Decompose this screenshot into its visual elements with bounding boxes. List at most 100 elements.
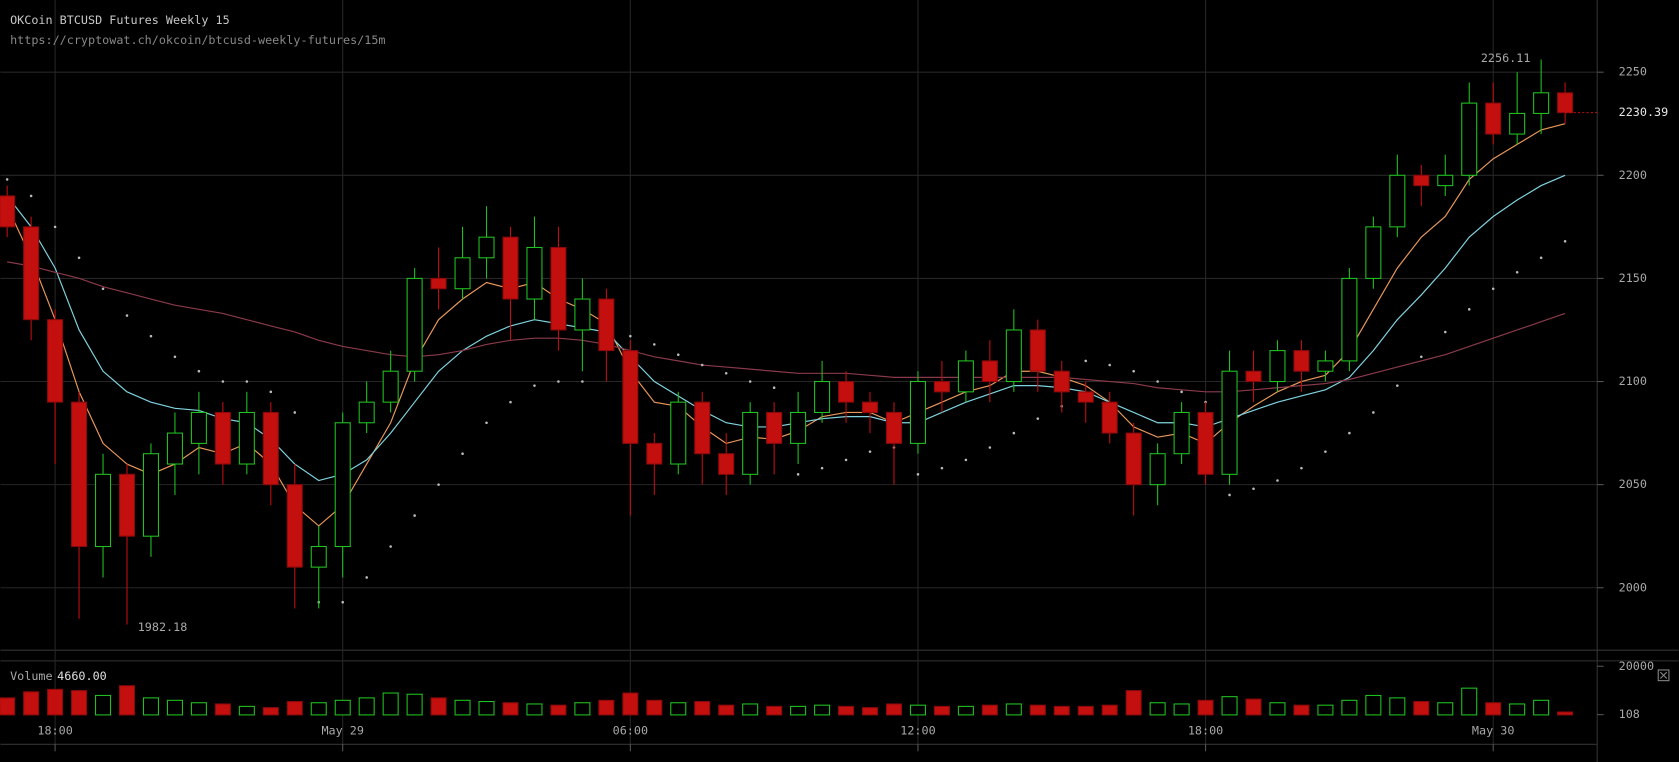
volume-bar bbox=[598, 699, 615, 716]
sar-dot bbox=[437, 483, 440, 486]
volume-bar bbox=[718, 704, 735, 716]
candle-body bbox=[646, 442, 663, 465]
chart-subtitle: https://cryptowat.ch/okcoin/btcusd-weekl… bbox=[10, 33, 385, 47]
volume-bar bbox=[933, 705, 950, 716]
volume-bar bbox=[358, 697, 375, 716]
sar-dot bbox=[1252, 487, 1255, 491]
volume-bar bbox=[1269, 702, 1286, 716]
chart-title: OKCoin BTCUSD Futures Weekly 15 bbox=[10, 13, 230, 27]
candle-body bbox=[885, 411, 903, 444]
candle-body bbox=[718, 453, 735, 475]
sar-dot bbox=[461, 452, 464, 455]
y-tick-label: 2100 bbox=[1619, 374, 1647, 388]
sar-dot bbox=[1228, 493, 1231, 497]
volume-bar bbox=[190, 702, 207, 716]
sar-dot bbox=[748, 380, 752, 383]
sar-dot bbox=[1515, 270, 1519, 274]
candle-body bbox=[142, 453, 159, 537]
sar-dot bbox=[1132, 369, 1135, 373]
volume-bar bbox=[526, 703, 543, 716]
candle-body bbox=[71, 401, 88, 548]
sar-dot bbox=[796, 473, 800, 476]
candle-body bbox=[1173, 411, 1190, 455]
candle-body bbox=[694, 401, 711, 455]
sar-dot bbox=[1396, 384, 1399, 387]
volume-bar bbox=[478, 700, 495, 716]
candle-body bbox=[838, 380, 855, 403]
volume-bar bbox=[909, 704, 926, 716]
candle-body bbox=[1413, 174, 1430, 187]
candle-body bbox=[957, 360, 974, 393]
candle-body bbox=[574, 298, 591, 331]
candle-body bbox=[358, 401, 375, 424]
sar-dot bbox=[1108, 363, 1111, 367]
volume-bar bbox=[95, 694, 112, 716]
sar-dot bbox=[1443, 330, 1447, 334]
candle-body bbox=[981, 360, 998, 383]
volume-bar bbox=[814, 704, 831, 716]
sar-dot bbox=[389, 545, 392, 548]
sar-dot bbox=[1324, 450, 1327, 453]
volume-bar bbox=[454, 699, 471, 716]
sar-dot bbox=[916, 473, 920, 476]
candle-body bbox=[238, 411, 255, 465]
close-icon[interactable] bbox=[1659, 671, 1668, 679]
candle-body bbox=[861, 401, 879, 413]
sar-dot bbox=[1300, 466, 1303, 470]
volume-bar bbox=[1173, 703, 1190, 716]
candle-body bbox=[909, 380, 926, 444]
volume-bar bbox=[71, 690, 88, 716]
volume-bar bbox=[885, 703, 903, 716]
sar-dot bbox=[77, 256, 81, 260]
sar-dot bbox=[820, 466, 824, 470]
sar-dot bbox=[964, 458, 968, 462]
volume-bar bbox=[1101, 704, 1118, 716]
volume-bar bbox=[766, 705, 783, 716]
sar-dot bbox=[1563, 240, 1567, 243]
volume-bar bbox=[1557, 711, 1574, 716]
last-price-label: 2230.39 bbox=[1619, 105, 1669, 119]
close-icon[interactable] bbox=[1657, 669, 1670, 682]
volume-bar bbox=[262, 707, 279, 716]
volume-bar bbox=[861, 707, 879, 716]
candle-body bbox=[478, 236, 495, 259]
sar-dot bbox=[173, 355, 177, 359]
candle-body bbox=[1485, 102, 1502, 135]
volume-bar bbox=[1413, 700, 1430, 716]
sar-dot bbox=[1348, 431, 1351, 435]
sar-dot bbox=[29, 194, 33, 198]
volume-bar bbox=[1029, 704, 1046, 716]
volume-bar bbox=[502, 702, 519, 716]
x-tick-label: May 29 bbox=[321, 723, 364, 737]
sar-dot bbox=[700, 363, 704, 367]
candle-body bbox=[1269, 350, 1286, 383]
sar-dot bbox=[1012, 431, 1016, 435]
y-tick-label: 2200 bbox=[1619, 168, 1647, 182]
sar-dot bbox=[245, 380, 249, 383]
sar-dot bbox=[772, 386, 776, 389]
candle-body bbox=[1029, 329, 1046, 372]
candle-body bbox=[742, 411, 759, 475]
candle-body bbox=[118, 473, 136, 537]
volume-bar bbox=[694, 700, 711, 716]
candle-body bbox=[1389, 174, 1406, 228]
candle-body bbox=[526, 246, 543, 300]
sar-dot bbox=[868, 450, 872, 453]
sar-dot bbox=[1420, 355, 1423, 359]
low-label: 1982.18 bbox=[138, 620, 188, 634]
candle-body bbox=[166, 432, 183, 465]
x-tick-label: May 30 bbox=[1472, 723, 1515, 737]
candle-body bbox=[0, 195, 16, 228]
volume-bar bbox=[957, 705, 974, 716]
volume-bar bbox=[1509, 703, 1526, 716]
candle-body bbox=[933, 380, 950, 393]
candle-body bbox=[1317, 360, 1334, 372]
volume-bar bbox=[1245, 698, 1262, 716]
candle-body bbox=[262, 411, 279, 486]
sar-dot bbox=[1180, 390, 1183, 394]
volume-bar bbox=[214, 703, 231, 716]
candle-body bbox=[790, 411, 807, 444]
candle-body bbox=[334, 422, 351, 548]
volume-bar bbox=[574, 702, 591, 716]
sar-dot bbox=[101, 287, 105, 291]
